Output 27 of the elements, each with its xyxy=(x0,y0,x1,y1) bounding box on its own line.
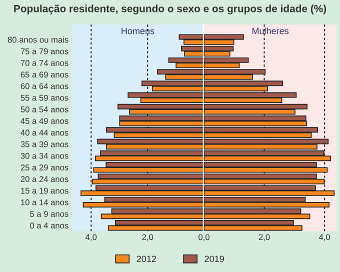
y-tick-label: 30 a 34 anos xyxy=(20,152,68,159)
y-tick-label: 10 a 14 anos xyxy=(21,199,68,206)
y-tick-label: 25 a 29 anos xyxy=(20,164,68,170)
x-tick-label: 0,0 xyxy=(198,234,210,242)
y-tick-label: 0 a 4 anos xyxy=(30,222,68,228)
annotation: Homens xyxy=(122,28,154,34)
x-tick-label: 4,0 xyxy=(318,234,330,242)
annotation: Mulheres xyxy=(252,28,289,34)
y-tick-label: 15 a 19 anos xyxy=(21,188,68,194)
y-tick-label: 5 a 9 anos xyxy=(30,210,68,217)
y-tick-label: 60 a 64 anos xyxy=(20,83,68,90)
y-tick-label: 80 anos ou mais xyxy=(8,36,68,43)
x-tick-label: 2,0 xyxy=(142,234,154,242)
y-tick-label: 65 a 69 anos xyxy=(20,72,68,78)
legend-label: 2012 xyxy=(136,256,156,262)
chart-title: População residente, segundo o sexo e os grupos de idade (%) xyxy=(14,4,326,14)
legend-label: 2019 xyxy=(204,256,224,262)
y-tick-label: 70 a 74 anos xyxy=(20,60,68,66)
y-tick-label: 20 a 24 anos xyxy=(20,176,68,182)
x-tick-label: 4,0 xyxy=(86,234,97,242)
y-tick-label: 35 a 39 anos xyxy=(20,141,68,148)
y-tick-label: 55 a 59 anos xyxy=(20,94,68,101)
y-tick-label: 50 a 54 anos xyxy=(20,106,68,112)
y-tick-label: 45 a 49 anos xyxy=(20,118,68,124)
x-tick-label: 2,0 xyxy=(258,234,270,242)
y-tick-label: 40 a 44 anos xyxy=(20,130,68,136)
y-tick-label: 75 a 79 anos xyxy=(20,48,68,54)
